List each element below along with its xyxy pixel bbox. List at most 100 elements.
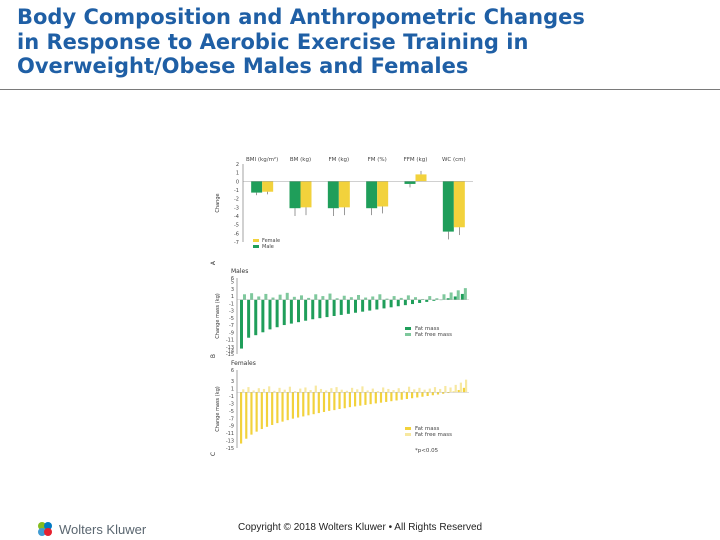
panel-a-y-tick-label: -6 [234, 231, 239, 237]
panel-b-bar-fat-mass [361, 299, 365, 312]
panel-c-bar-fat-free-mass [304, 387, 307, 393]
panel-c-bar-fat-mass [322, 392, 326, 412]
panel-c-y-tick-label: 1 [231, 387, 234, 393]
panel-c-bar-fat-free-mass [356, 389, 359, 393]
panel-c-bar-fat-mass [291, 392, 294, 419]
panel-b-bar-fat-free-mass [250, 293, 254, 300]
panel-a-legend-female: Female [262, 238, 280, 244]
panel-b-bar-fat-mass [261, 299, 265, 333]
panel-b-bar-fat-mass [453, 296, 457, 300]
panel-c-bar-fat-mass [255, 392, 258, 432]
panel-c-bar-fat-mass [250, 392, 253, 435]
panel-c-bar-fat-free-mass [340, 389, 343, 393]
panel-a-y-tick-label: -1 [234, 188, 239, 194]
panel-b-bar-fat-mass [411, 299, 414, 305]
panel-c-bar-fat-free-mass [319, 388, 323, 393]
panel-a-legend-swatch-male [253, 245, 259, 248]
panel-c-bar-fat-mass [364, 392, 367, 405]
panel-b-bar-fat-free-mass [356, 295, 360, 300]
panel-c-bar-fat-mass [286, 392, 289, 421]
panel-b-bar-fat-free-mass [385, 298, 389, 300]
panel-a-bar-male [327, 181, 339, 209]
panel-c-bar-fat-free-mass [283, 389, 286, 393]
panel-a-y-axis-label: Change [215, 193, 221, 212]
panel-c-bar-fat-mass [317, 392, 320, 414]
panel-a-category-label: WC (cm) [442, 157, 466, 163]
panel-b-bar-fat-mass [247, 299, 251, 338]
panel-c-significance-note: *p<0.05 [415, 448, 439, 454]
panel-c-y-tick-label: -1 [229, 394, 234, 400]
panel-c-bar-fat-free-mass [413, 389, 416, 393]
panel-a-y-tick-label: -3 [234, 205, 239, 211]
panel-c-bar-fat-mass [369, 392, 372, 405]
panel-b-bar-fat-free-mass [428, 296, 432, 300]
panel-b-bar-fat-mass [382, 299, 386, 309]
panel-b-legend-swatch-fat-free-mass [405, 333, 411, 336]
panel-a-legend-male: Male [262, 244, 274, 250]
panel-c-bar-fat-free-mass [366, 390, 369, 393]
panel-b-bar-fat-free-mass [442, 294, 446, 300]
title-divider [0, 89, 720, 90]
panel-b-bar-fat-mass [432, 299, 436, 301]
panel-c-bar-fat-free-mass [423, 389, 426, 393]
panel-b-title: Males [231, 268, 248, 275]
panel-b-bar-fat-free-mass [299, 295, 303, 300]
title-line-2: in Response to Aerobic Exercise Training… [17, 29, 529, 54]
panel-c-bar-fat-mass [405, 392, 408, 399]
panel-c-bar-fat-free-mass [449, 387, 452, 393]
panel-b-bar-fat-free-mass [285, 292, 289, 300]
panel-c-bar-fat-mass [297, 392, 300, 418]
panel-c-letter: C [210, 452, 217, 456]
panel-a-bar-male [366, 181, 378, 209]
panel-c-bar-fat-mass [385, 392, 388, 402]
panel-b-bar-fat-mass [425, 299, 429, 302]
panel-c-bar-fat-free-mass [247, 387, 250, 393]
panel-c-bar-fat-mass [411, 392, 414, 399]
panel-a-y-tick-label: -4 [234, 214, 239, 220]
panel-c-y-tick-label: -9 [229, 424, 234, 430]
panel-b-bar-fat-mass [311, 299, 315, 320]
panel-c-bar-fat-mass [276, 392, 279, 424]
panel-b-bar-fat-mass [325, 299, 329, 318]
panel-c-bar-fat-mass [281, 392, 284, 422]
panel-c-bar-fat-mass [462, 387, 465, 393]
copyright-text: Copyright © 2018 Wolters Kluwer • All Ri… [238, 522, 483, 533]
panel-c-bar-fat-free-mass [376, 391, 380, 393]
panel-b-bar-fat-free-mass [292, 296, 296, 300]
panel-a-y-tick-label: -2 [234, 197, 239, 203]
panel-c-bar-fat-mass [359, 392, 362, 406]
panel-c-bar-fat-free-mass [407, 386, 411, 393]
panel-b-y-tick-label: -11 [226, 338, 234, 344]
panel-c-bar-fat-mass [245, 392, 248, 439]
panel-b-bar-fat-mass [318, 299, 322, 319]
panel-b-y-tick-label: 5 [231, 280, 234, 286]
panel-c-bar-fat-mass [240, 392, 243, 444]
panel-c-y-tick-label: -7 [229, 416, 234, 422]
panel-b-bar-fat-mass [460, 293, 464, 300]
panel-c-bar-fat-mass [442, 392, 445, 394]
panel-b-bar-fat-mass [418, 299, 422, 303]
slide-title: Body Composition and Anthropometric Chan… [17, 5, 707, 79]
panel-b-bar-fat-mass [254, 299, 258, 336]
panel-b-bar-fat-free-mass [364, 297, 368, 300]
panel-b-bar-fat-free-mass [271, 297, 275, 300]
panel-b-bar-fat-free-mass [335, 298, 339, 300]
panel-c-bar-fat-free-mass [262, 388, 266, 393]
logo-text: Wolters Kluwer [59, 521, 147, 537]
panel-c-legend-swatch-fat-free-mass [405, 433, 411, 436]
panel-b-bar-fat-free-mass [435, 298, 439, 300]
panel-b-y-tick-label: -13 [226, 345, 234, 351]
panel-a-y-tick-label: 1 [236, 171, 239, 177]
panel-c-bar-fat-free-mass [350, 387, 354, 393]
panel-c-bar-fat-mass [390, 392, 393, 402]
panel-b-y-tick-label: 3 [231, 287, 234, 293]
panel-b-bar-fat-mass [354, 299, 357, 313]
panel-a-letter: A [210, 260, 217, 265]
panel-c-bar-fat-free-mass [433, 387, 437, 393]
panel-a-category-label: BM (kg) [290, 157, 311, 163]
panel-c-y-tick-label: -11 [226, 431, 234, 437]
panel-a-category-label: FFM (kg) [404, 157, 428, 163]
panel-b-bar-fat-mass [403, 299, 407, 306]
panel-a-y-tick-label: 0 [236, 179, 239, 185]
panel-c-y-tick-label: -3 [229, 401, 234, 407]
